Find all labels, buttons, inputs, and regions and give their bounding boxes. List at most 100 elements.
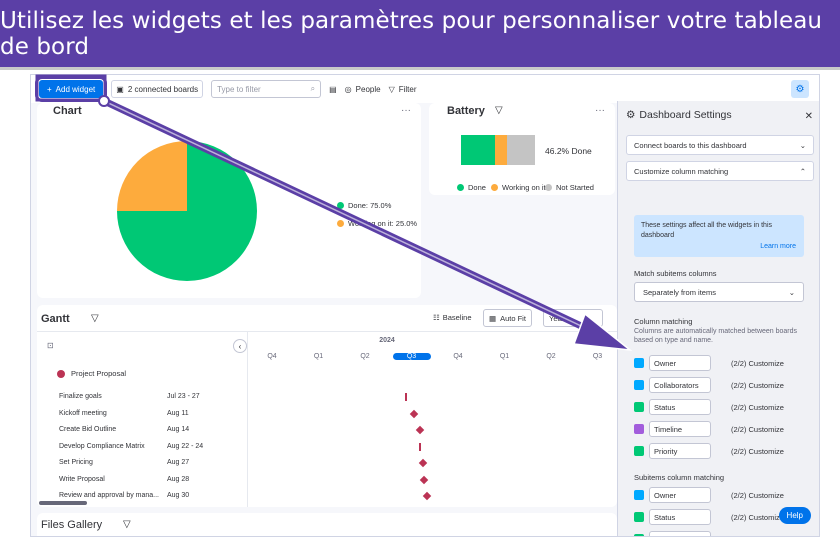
customize-link[interactable]: (2/2) Customize	[731, 424, 784, 434]
gantt-mark[interactable]	[418, 458, 428, 468]
legend-working: Working on it: 25.0%	[337, 219, 417, 228]
chart-menu-icon[interactable]: ···	[401, 105, 411, 116]
gantt-row-name[interactable]: Review and approval by mana...	[59, 492, 159, 499]
gantt-row-name[interactable]: Write Proposal	[59, 475, 105, 483]
customize-accordion[interactable]: Customize column matching ⌃	[626, 161, 814, 181]
close-icon[interactable]: ✕	[804, 111, 813, 122]
years-label: Years	[549, 313, 568, 323]
files-gallery-widget: Files Gallery ▽	[37, 513, 617, 536]
settings-gear-button[interactable]: ⚙	[791, 80, 809, 98]
filter-placeholder: Type to filter	[217, 84, 261, 94]
customize-link[interactable]: (2/2) Customize	[731, 512, 784, 522]
filter-input[interactable]: Type to filter ⌕	[211, 80, 322, 98]
gantt-mark[interactable]	[422, 491, 432, 501]
horizontal-scrollbar[interactable]	[39, 501, 87, 505]
gantt-widget: Gantt ▽ ☷ Baseline ▦ Auto Fit Years ⊡ ‹ Pr…	[37, 305, 617, 507]
quarter-label: Q3	[392, 353, 431, 360]
group-header[interactable]: Project Proposal	[57, 369, 126, 378]
gantt-row-date: Aug 11	[167, 409, 189, 417]
save-icon[interactable]: ▤	[329, 84, 337, 94]
customize-link[interactable]: (2/2) Customize	[731, 535, 784, 537]
connect-label: Connect boards to this dashboard	[634, 140, 747, 150]
battery-widget: Battery ▽ ··· 46.2% Done Done Working on…	[429, 103, 615, 195]
calendar-icon: ▦	[489, 313, 497, 323]
gantt-row-date: Aug 28	[167, 475, 190, 483]
column-name-field[interactable]: Owner	[649, 355, 711, 371]
pie-slice-working-on-it[interactable]	[117, 141, 187, 211]
gantt-mark[interactable]	[419, 475, 429, 484]
quarter-label: Q1	[499, 353, 510, 360]
quarter-label: Q4	[267, 353, 277, 360]
gantt-mark[interactable]	[419, 442, 421, 451]
connected-boards-button[interactable]: ▣ 2 connected boards	[111, 80, 204, 98]
column-match-row: Status (2/2) Customize	[634, 509, 814, 525]
gantt-filter-icon[interactable]: ▽	[91, 313, 99, 324]
battery-legend-done-label: Done	[468, 183, 486, 192]
battery-filter-icon[interactable]: ▽	[495, 105, 503, 116]
match-subitems-select[interactable]: Separately from items ⌄	[634, 282, 804, 302]
select-value: Separately from items	[643, 287, 716, 297]
add-widget-button[interactable]: + Add widget	[34, 76, 108, 102]
column-match-row: Due Date (2/2) Customize	[634, 531, 814, 537]
quarter-label: Q3	[592, 353, 603, 360]
column-name-field[interactable]: Collaborators	[649, 377, 711, 393]
connected-boards-label: 2 connected boards	[127, 84, 199, 94]
chevron-up-icon: ⌃	[799, 166, 806, 176]
help-button[interactable]: Help	[778, 507, 811, 524]
people-button[interactable]: ◎ People	[345, 85, 381, 94]
match-subitems-label: Match subitems columns	[634, 269, 717, 278]
customize-link[interactable]: (2/2) Customize	[731, 490, 784, 500]
customize-link[interactable]: (2/2) Customize	[731, 402, 784, 412]
quarter-label: Q2	[546, 353, 556, 360]
battery-not-started-segment	[506, 135, 535, 165]
column-type-icon	[634, 402, 644, 412]
board-icon: ▣	[116, 84, 124, 94]
gantt-row-name[interactable]: Develop Compliance Matrix	[59, 442, 145, 450]
baseline-toggle[interactable]: ☷ Baseline	[433, 313, 472, 322]
column-name-field[interactable]: Timeline	[649, 421, 711, 437]
battery-label: 46.2% Done	[545, 146, 592, 156]
years-select[interactable]: Years	[543, 309, 603, 327]
funnel-icon: ▽	[388, 84, 395, 94]
battery-working-segment	[495, 135, 507, 165]
column-match-row: Owner (2/2) Customize	[634, 487, 814, 503]
gantt-row-name[interactable]: Finalize goals	[59, 393, 102, 400]
gantt-row-name[interactable]: Create Bid Outline	[59, 426, 117, 433]
column-type-icon	[634, 534, 644, 536]
column-type-icon	[634, 512, 644, 522]
gantt-mark[interactable]	[405, 393, 407, 401]
gear-icon: ⚙	[795, 83, 805, 95]
collapse-icon[interactable]: ⊡	[47, 341, 54, 350]
column-name-field[interactable]: Owner	[649, 487, 711, 503]
gantt-mark[interactable]	[415, 425, 425, 435]
column-name-field[interactable]: Status	[649, 509, 711, 525]
gantt-title: Gantt	[41, 313, 70, 325]
column-name-field[interactable]: Due Date	[649, 531, 711, 536]
battery-menu-icon[interactable]: ···	[595, 105, 605, 116]
customize-link[interactable]: (2/2) Customize	[731, 446, 784, 456]
person-icon: ◎	[344, 84, 352, 94]
files-filter-icon[interactable]: ▽	[123, 519, 131, 530]
column-type-icon	[634, 424, 644, 434]
quarter-label: Q2	[360, 353, 370, 360]
plus-icon: +	[47, 84, 52, 94]
column-name-field[interactable]: Status	[649, 399, 711, 415]
column-name-field[interactable]: Priority	[649, 443, 711, 459]
autofit-button[interactable]: ▦ Auto Fit	[483, 309, 532, 327]
customize-link[interactable]: (2/2) Customize	[731, 358, 784, 368]
filter-button[interactable]: ▽ Filter	[389, 85, 417, 94]
gantt-row-date: Aug 27	[167, 459, 190, 466]
battery-legend-working-label: Working on it	[502, 183, 546, 192]
chevron-down-icon: ⌄	[799, 140, 806, 150]
gantt-row-name[interactable]: Kickoff meeting	[59, 409, 107, 417]
toolbar: + Add widget ▣ 2 connected boards Type t…	[31, 75, 819, 103]
connect-boards-accordion[interactable]: Connect boards to this dashboard ⌄	[626, 135, 814, 155]
scroll-left-button[interactable]: ‹	[233, 339, 247, 353]
files-gallery-title: Files Gallery	[41, 519, 103, 531]
quarter-label: Q4	[453, 353, 463, 360]
customize-link[interactable]: (2/2) Customize	[731, 380, 784, 390]
gantt-row-name[interactable]: Set Pricing	[59, 459, 93, 466]
learn-more-link[interactable]: Learn more	[760, 243, 796, 250]
gantt-mark[interactable]	[409, 409, 419, 418]
subitems-matching-label: Subitems column matching	[634, 473, 725, 482]
